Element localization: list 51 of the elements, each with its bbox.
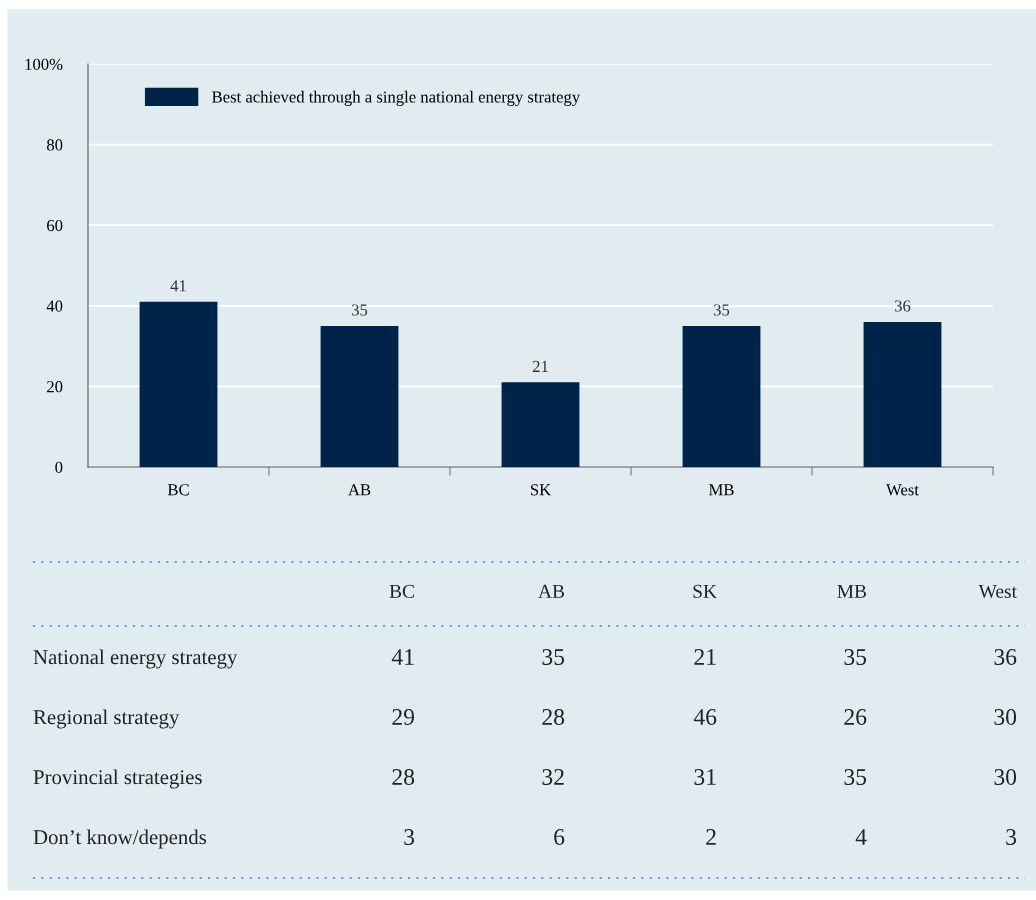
data-label: 30 bbox=[994, 768, 1017, 785]
data-label: 35 bbox=[351, 304, 368, 316]
y-tick-label: 0 bbox=[55, 461, 63, 473]
bar bbox=[139, 301, 218, 467]
data-label: 6 bbox=[554, 829, 565, 845]
category-label: AB bbox=[538, 584, 565, 598]
data-label: 41 bbox=[170, 280, 186, 292]
data-label: 36 bbox=[894, 300, 911, 312]
x-tick-label: West bbox=[886, 484, 919, 496]
x-tick-label: MB bbox=[709, 484, 734, 496]
data-label: 3 bbox=[1006, 829, 1017, 845]
bar bbox=[863, 321, 942, 467]
data-label: 2 bbox=[706, 829, 716, 845]
text: Don’t know/depends bbox=[33, 829, 207, 849]
bar bbox=[320, 325, 399, 467]
data-label: 31 bbox=[694, 769, 716, 785]
data-label: 26 bbox=[844, 709, 867, 725]
y-tick-label: 60 bbox=[47, 219, 63, 232]
y-tick-label: 40 bbox=[46, 300, 63, 312]
x-tick-label: SK bbox=[530, 484, 551, 496]
data-label: 46 bbox=[693, 709, 717, 725]
data-label: 41 bbox=[391, 649, 414, 665]
bar bbox=[501, 382, 580, 467]
data-label: 36 bbox=[994, 649, 1017, 665]
text: Provincial strategies bbox=[33, 769, 202, 789]
data-label: 35 bbox=[713, 304, 730, 316]
data-label: 35 bbox=[542, 649, 565, 665]
data-label: 4 bbox=[855, 829, 867, 845]
data-label: 35 bbox=[844, 769, 867, 785]
x-tick-label: BC bbox=[167, 484, 189, 496]
data-label: 28 bbox=[392, 768, 415, 785]
y-tick-label: 20 bbox=[47, 381, 63, 393]
data-label: 35 bbox=[844, 649, 867, 665]
legend-label: Best achieved through a single national energy strategy bbox=[212, 90, 581, 107]
data-label: 29 bbox=[392, 709, 415, 725]
data-label: 32 bbox=[542, 769, 564, 785]
category-label: BC bbox=[389, 584, 414, 598]
y-tick-label: 80 bbox=[46, 139, 63, 151]
x-tick-label: AB bbox=[348, 484, 371, 496]
category-label: SK bbox=[693, 584, 717, 598]
data-label: 28 bbox=[542, 708, 565, 725]
text: Regional strategy bbox=[33, 709, 180, 729]
y-tick-label: 100% bbox=[25, 58, 63, 70]
data-label: 21 bbox=[694, 649, 716, 665]
category-label: MB bbox=[837, 584, 867, 598]
data-label: 21 bbox=[532, 360, 548, 372]
data-label: 30 bbox=[994, 708, 1017, 725]
data-label: 3 bbox=[404, 829, 415, 845]
category-label: West bbox=[978, 584, 1017, 598]
bar bbox=[682, 325, 761, 467]
text: National energy strategy bbox=[33, 649, 238, 669]
